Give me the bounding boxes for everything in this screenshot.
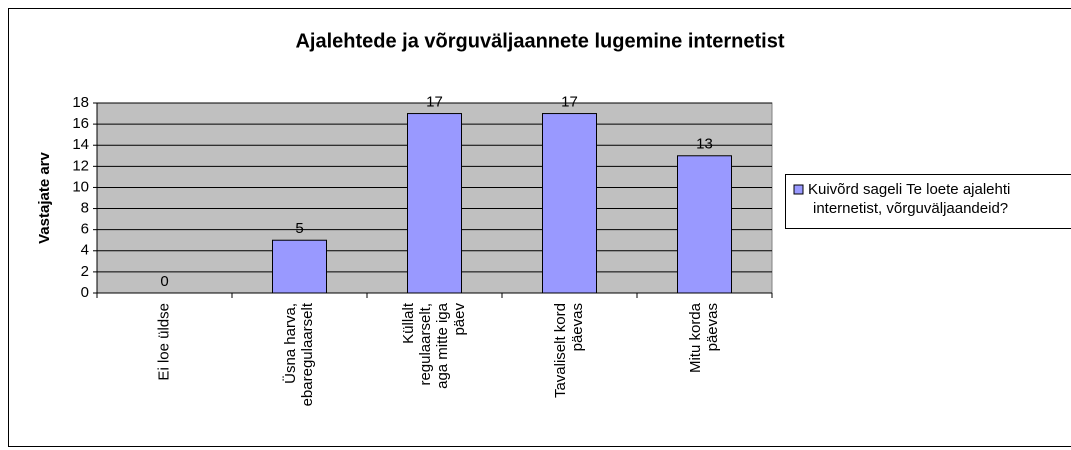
y-tick-label: 10	[72, 178, 89, 195]
chart-title: Ajalehtede ja võrguväljaannete lugemine …	[295, 30, 784, 52]
x-tick-label: Mitu kordapäevas	[687, 302, 721, 373]
x-tick-label: Üsna harva,ebaregulaarselt	[281, 302, 316, 406]
y-tick-label: 12	[72, 157, 89, 174]
legend-label: Kuivõrd sageli Te loete ajalehti internet…	[808, 181, 1010, 217]
value-label: 17	[426, 94, 443, 111]
x-tick-label: Küllaltregulaarselt,aga mitte igapäev	[400, 302, 468, 389]
bar	[272, 239, 327, 294]
value-label: 17	[561, 94, 578, 111]
value-label: 5	[295, 220, 303, 237]
x-tick-label-line: päevas	[704, 303, 721, 351]
legend-box	[785, 174, 1071, 229]
value-label: 0	[160, 273, 168, 290]
y-tick-label: 18	[72, 94, 89, 111]
x-tick-label-line: ebaregulaarselt	[299, 302, 316, 406]
y-tick-label: 16	[72, 115, 89, 132]
x-tick-label-line: päevas	[569, 303, 586, 351]
legend-label-line: Kuivõrd sageli Te loete ajalehti	[808, 181, 1010, 198]
legend-swatch	[793, 184, 804, 195]
bar	[407, 113, 462, 294]
x-tick-label-line: päev	[451, 303, 468, 336]
y-axis-label: Vastajate arv	[36, 151, 53, 243]
x-tick-label-line: Ei loe üldse	[155, 303, 172, 381]
value-label: 13	[696, 136, 713, 153]
x-tick-label: Tavaliselt kordpäevas	[552, 303, 586, 398]
legend-label-line: internetist, võrguväljaandeid?	[813, 200, 1008, 217]
y-tick-label: 2	[81, 263, 89, 280]
x-tick-label-line: aga mitte iga	[434, 302, 451, 389]
y-tick-label: 14	[72, 136, 89, 153]
x-tick-label-line: Üsna harva,	[281, 303, 299, 384]
y-tick-label: 8	[81, 200, 89, 217]
x-tick-label-line: Mitu korda	[687, 302, 704, 373]
y-tick-label: 6	[81, 221, 89, 238]
bar	[542, 113, 597, 294]
y-tick-label: 0	[81, 284, 89, 301]
x-tick-label: Ei loe üldse	[155, 303, 172, 381]
x-tick-label-line: Küllalt	[400, 302, 417, 344]
y-tick-label: 4	[81, 242, 89, 259]
x-tick-label-line: regulaarselt,	[417, 303, 434, 386]
bar	[677, 155, 732, 294]
x-tick-label-line: Tavaliselt kord	[552, 303, 569, 398]
